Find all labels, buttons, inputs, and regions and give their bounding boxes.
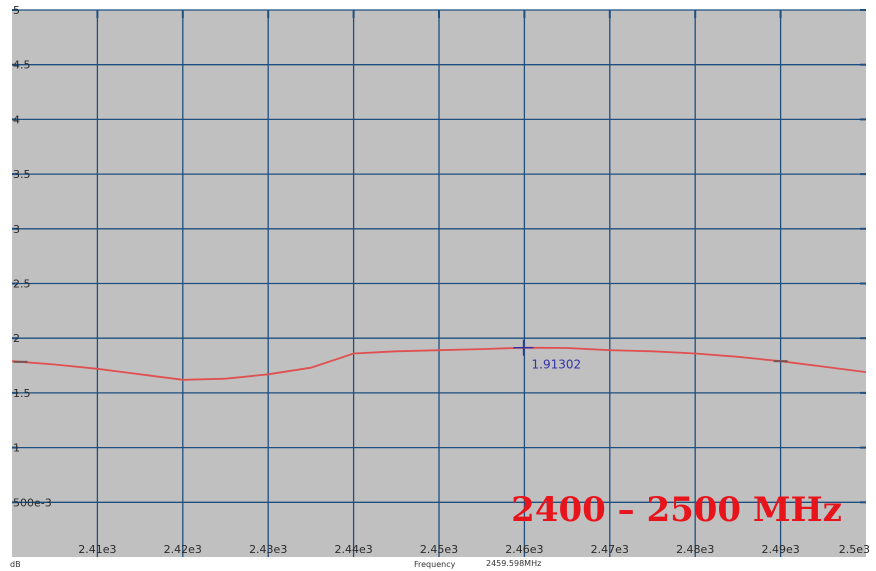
frequency-readout: 2459.598MHz xyxy=(486,559,541,568)
frequency-range-overlay: 2400 – 2500 MHz xyxy=(511,490,842,530)
y-tick-label: 3.5 xyxy=(13,168,31,181)
x-tick-label: 2.48e3 xyxy=(676,543,714,556)
x-tick-label: 2.42e3 xyxy=(164,543,202,556)
series-layer xyxy=(11,346,867,381)
y-tick-label: 5 xyxy=(13,4,20,17)
x-tick-label: 2.44e3 xyxy=(334,543,372,556)
y-tick-label: 1 xyxy=(13,442,20,455)
x-tick-label: 2.43e3 xyxy=(249,543,287,556)
x-tick-label: 2.46e3 xyxy=(505,543,543,556)
y-tick-label: 4.5 xyxy=(13,59,31,72)
y-unit-label: dB xyxy=(10,560,21,569)
y-axis-ticks: 5 4.5 4 3.5 3 2.5 2 1.5 1 500e-3 xyxy=(13,4,52,509)
x-tick-label: 2.41e3 xyxy=(78,543,116,556)
series-line xyxy=(11,346,867,381)
marker-layer: 1.91302 xyxy=(513,339,582,372)
x-axis-ticks: 2.41e3 2.42e3 2.43e3 2.44e3 2.45e3 2.46e3 2.47… xyxy=(78,543,870,556)
y-tick-label: 2.5 xyxy=(13,278,31,291)
y-tick-label: 1.5 xyxy=(13,387,31,400)
x-tick-label: 2.49e3 xyxy=(761,543,799,556)
x-tick-label: 2.47e3 xyxy=(591,543,629,556)
x-tick-label: 2.5e3 xyxy=(839,543,870,556)
x-axis-name: Frequency xyxy=(414,560,456,569)
marker-value-label: 1.91302 xyxy=(532,358,582,372)
y-tick-label: 2 xyxy=(13,332,20,345)
y-tick-label: 500e-3 xyxy=(13,496,52,509)
y-tick-label: 4 xyxy=(13,113,20,126)
grid xyxy=(12,9,866,557)
x-tick-label: 2.45e3 xyxy=(420,543,458,556)
y-tick-label: 3 xyxy=(13,223,20,236)
